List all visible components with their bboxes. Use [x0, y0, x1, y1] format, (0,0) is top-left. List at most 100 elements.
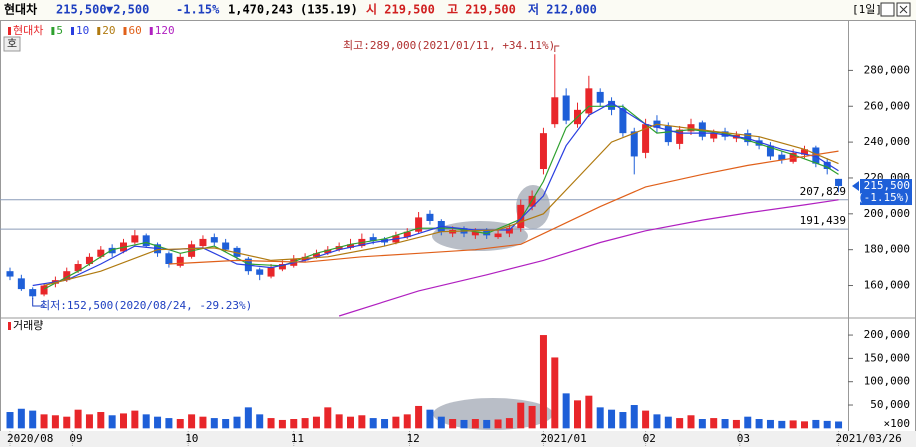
- y-tick-label: 200,000: [864, 207, 910, 220]
- candle-body: [766, 145, 774, 157]
- candle-body: [347, 244, 354, 248]
- low-annotation-arrow: [32, 298, 45, 307]
- volume-bar: [642, 410, 650, 429]
- candle-body: [403, 231, 411, 238]
- candle-body: [562, 95, 570, 121]
- candle-body: [85, 256, 93, 265]
- low-annotation: 최저:152,500(2020/08/24, -29.23%): [40, 299, 252, 312]
- candle-body: [823, 161, 831, 169]
- volume-bar: [63, 416, 71, 429]
- candle-body: [312, 253, 320, 257]
- volume-bar: [528, 405, 536, 429]
- candle-body: [40, 285, 48, 295]
- volume-bar: [312, 416, 320, 429]
- x-tick-label: 12: [407, 432, 420, 445]
- candle-body: [142, 235, 150, 247]
- high: 고 219,500: [447, 3, 516, 17]
- candle-body: [778, 154, 786, 161]
- quote-button[interactable]: [3, 36, 21, 52]
- volume-bar: [710, 418, 718, 429]
- volume-bar: [483, 419, 491, 429]
- candle-body: [687, 124, 695, 132]
- volume-bar: [256, 414, 264, 429]
- volume-y-tick-label: 100,000: [864, 375, 910, 388]
- candle-body: [426, 213, 434, 221]
- legend-label: 5: [56, 24, 63, 37]
- volume-bar: [778, 420, 786, 429]
- volume-bar: [812, 419, 820, 429]
- reference-label: 207,829: [800, 185, 846, 198]
- volume-bar: [585, 395, 593, 429]
- volume-bar: [721, 419, 729, 429]
- candle-body: [222, 242, 230, 250]
- volume-y-tick-label: 50,000: [870, 398, 910, 411]
- current-price-pointer: [852, 181, 859, 192]
- volume-bar: [551, 357, 559, 429]
- candle-body: [710, 133, 718, 139]
- current-price-label: 215,500: [864, 179, 910, 192]
- volume-y-tick-label: 200,000: [864, 328, 910, 341]
- volume-bar: [154, 416, 162, 429]
- moving-average: [32, 102, 839, 287]
- y-tick-label: 160,000: [864, 279, 910, 292]
- candle-body: [199, 238, 207, 247]
- volume-bar: [392, 416, 400, 429]
- low: 저 212,000: [528, 2, 597, 17]
- legend-swatch: [149, 27, 153, 35]
- period[interactable]: [1일]: [852, 2, 882, 16]
- restore-button[interactable]: [880, 2, 895, 17]
- volume-bar: [199, 416, 207, 429]
- volume-bar: [324, 407, 332, 429]
- volume-bar: [426, 409, 434, 429]
- volume-bar: [744, 416, 752, 429]
- volume-bar: [85, 414, 93, 429]
- open: 시 219,500: [366, 3, 435, 17]
- volume-bar: [664, 416, 672, 429]
- candle-body: [608, 100, 616, 110]
- candle-body: [517, 204, 525, 229]
- volume-bar: [233, 416, 241, 429]
- volume-bar: [415, 405, 423, 429]
- candle-body: [29, 289, 37, 297]
- candle-body: [165, 253, 173, 265]
- volume: 1,470,243: [228, 3, 293, 17]
- candle-body: [324, 249, 332, 254]
- volume-bar: [562, 393, 570, 429]
- candle-body: [494, 233, 502, 238]
- candle-body: [642, 124, 650, 153]
- volume-bar: [574, 400, 581, 429]
- x-tick-label: 2021/03/26: [836, 432, 902, 445]
- candle-body: [278, 264, 286, 270]
- y-tick-label: 260,000: [864, 99, 910, 112]
- legend-label: 현대차: [13, 24, 43, 37]
- candle-body: [63, 271, 71, 281]
- high-annotation: 최고:289,000(2021/01/11, +34.11%): [343, 39, 555, 52]
- quote-button-label[interactable]: 호: [7, 37, 17, 50]
- volume-bar: [505, 418, 513, 429]
- volume-bar: [801, 421, 808, 429]
- legend-swatch: [123, 27, 127, 35]
- volume-bar: [301, 418, 309, 429]
- candle-body: [721, 131, 729, 137]
- current-price-box: [860, 179, 912, 206]
- moving-average: [338, 199, 839, 317]
- volume-bar: [676, 418, 684, 429]
- candle-body: [619, 108, 627, 134]
- volume-bar: [108, 415, 116, 429]
- candle-body: [6, 271, 14, 277]
- volume-bar: [347, 416, 354, 429]
- y-tick-label: 240,000: [864, 135, 910, 148]
- candle-body: [835, 178, 843, 187]
- candle-body: [630, 131, 638, 157]
- candle-body: [789, 152, 797, 162]
- volume-bar: [222, 419, 230, 429]
- volume-bar: [835, 421, 843, 429]
- reference-label: 191,439: [800, 214, 846, 227]
- volume-bar: [653, 414, 661, 429]
- volume-bar: [449, 419, 457, 429]
- volume-bar: [596, 407, 604, 429]
- volume-bar: [471, 419, 479, 429]
- volume-bar: [517, 402, 525, 429]
- moving-average: [43, 123, 839, 287]
- volume-bar: [74, 409, 82, 429]
